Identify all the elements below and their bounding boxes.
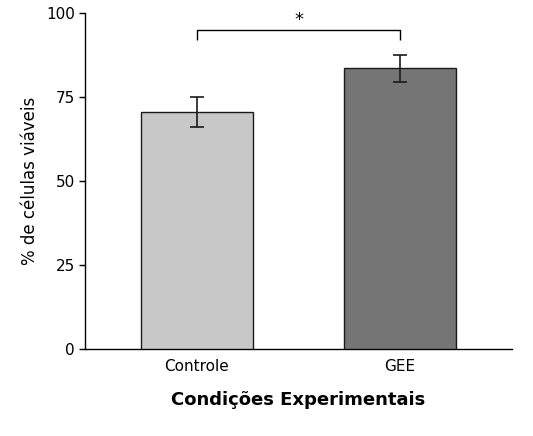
X-axis label: Condições Experimentais: Condições Experimentais bbox=[171, 391, 426, 409]
Text: *: * bbox=[294, 11, 303, 29]
Bar bbox=[344, 68, 456, 349]
Bar bbox=[141, 112, 253, 349]
Y-axis label: % de células viáveis: % de células viáveis bbox=[21, 97, 39, 265]
